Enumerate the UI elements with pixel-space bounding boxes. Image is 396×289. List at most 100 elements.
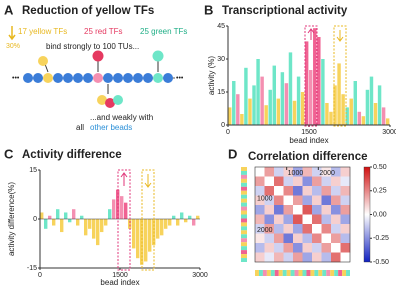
heat-cell	[340, 205, 351, 215]
y-tick-label: 1000	[257, 196, 273, 203]
bar	[349, 98, 353, 125]
bar	[377, 85, 382, 125]
bar	[76, 219, 80, 226]
bar	[284, 83, 289, 125]
bottom-strip	[314, 270, 319, 276]
bottom-strip	[274, 270, 279, 276]
heat-cell	[312, 224, 322, 234]
heat-cell	[255, 233, 265, 244]
svg-text:•••: •••	[12, 75, 20, 82]
heat-cell	[274, 224, 284, 234]
heat-cell	[312, 214, 322, 225]
panel-label: D	[228, 146, 237, 161]
bottom-strip	[262, 270, 267, 276]
heat-frame	[254, 166, 351, 263]
heat-cell	[312, 195, 322, 206]
heat-cell	[283, 167, 294, 177]
heat-cell	[302, 252, 313, 263]
weak-text: ...and weakly with	[90, 113, 153, 122]
heat-cell	[302, 186, 313, 196]
x-tick-label: 1500	[301, 129, 317, 136]
bar	[168, 219, 172, 226]
heat-cell	[331, 195, 341, 206]
side-strip	[241, 190, 247, 195]
bar	[172, 215, 176, 219]
bar	[160, 219, 164, 236]
side-strip	[241, 174, 247, 179]
bar	[120, 196, 124, 219]
heat-cell	[340, 186, 351, 196]
bottom-strip	[318, 270, 323, 276]
heat-cell	[264, 252, 275, 263]
heat-cell	[274, 233, 284, 244]
heat-cell	[340, 195, 351, 206]
bar	[313, 28, 317, 126]
bar	[72, 209, 76, 219]
bar	[385, 118, 390, 125]
heat-cell	[255, 176, 265, 187]
x-tick-label: 0	[38, 272, 42, 279]
heat-cell	[274, 205, 284, 215]
heat-cell	[274, 176, 284, 187]
heat-cell	[340, 214, 351, 225]
y-axis-label: activity difference(%)	[7, 182, 16, 256]
heat-cell	[331, 243, 341, 253]
heat-cell	[264, 214, 275, 225]
heat-cell	[255, 186, 265, 196]
bottom-strip	[278, 270, 283, 276]
bottom-strip	[298, 270, 303, 276]
bottom-strip	[306, 270, 311, 276]
bar	[56, 209, 60, 219]
heat-cell	[321, 195, 332, 206]
bar	[188, 215, 192, 219]
bottom-strip	[338, 270, 343, 276]
bar	[321, 59, 325, 125]
x-tick-label: 2000	[319, 170, 335, 177]
heat-cell	[321, 186, 332, 196]
panel-label: A	[4, 2, 14, 17]
heat-cell	[293, 205, 303, 215]
heat-cell	[321, 243, 332, 253]
heat-cell	[302, 205, 313, 215]
heat-cell	[312, 205, 322, 215]
x-tick-label: 0	[226, 129, 230, 136]
heat-cell	[302, 224, 313, 234]
colorbar-tick-label: 0.50	[373, 164, 387, 171]
heat-cell	[264, 224, 275, 234]
panel-label: B	[204, 2, 213, 17]
x-tick-label: 3000	[192, 272, 208, 279]
side-strip	[241, 238, 247, 243]
heat-cell	[331, 224, 341, 234]
bar	[132, 219, 136, 249]
bar	[333, 85, 337, 125]
heat-cell	[255, 167, 265, 177]
bottom-strip	[266, 270, 271, 276]
bar	[108, 209, 112, 219]
colorbar-tick-label: -0.50	[373, 259, 389, 266]
panel-label: C	[4, 146, 14, 161]
x-tick-label: 3000	[382, 129, 396, 136]
side-strip	[241, 226, 247, 231]
bottom-strip	[290, 270, 295, 276]
side-strip	[241, 258, 247, 262]
other-text: other beads	[90, 123, 132, 132]
heat-cell	[255, 243, 265, 253]
strong-text: bind strongly to 100 TUs...	[46, 42, 139, 51]
bar	[357, 111, 362, 125]
y-tick-label: 15	[217, 89, 225, 96]
heat-cell	[321, 224, 332, 234]
svg-text:•••: •••	[176, 75, 184, 82]
side-strip	[241, 194, 247, 199]
bar	[256, 59, 260, 125]
bar	[329, 111, 333, 125]
bar	[280, 72, 285, 125]
bar	[180, 212, 184, 219]
bar	[52, 219, 56, 226]
bar	[309, 70, 313, 125]
heat-cell	[293, 252, 303, 263]
side-strip	[241, 182, 247, 187]
bar	[325, 103, 329, 125]
heat-cell	[321, 176, 332, 187]
bottom-strip	[294, 270, 299, 276]
side-strip	[241, 230, 247, 235]
